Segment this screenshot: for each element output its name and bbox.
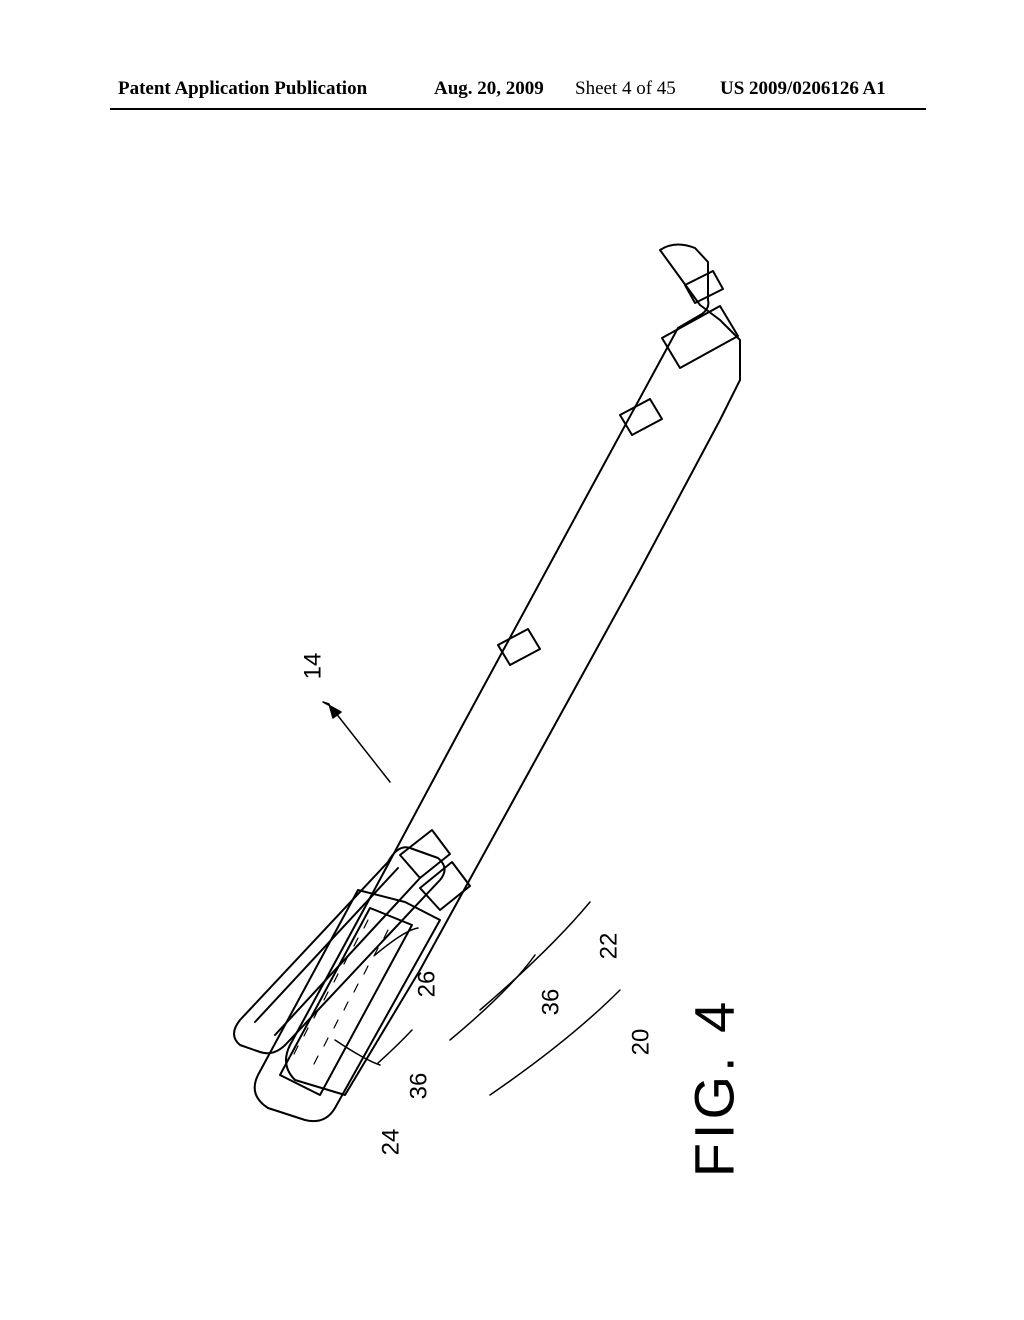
header-rule <box>110 108 926 110</box>
callout-20: 20 <box>627 1029 655 1056</box>
figure-label: FIG. 4 <box>683 998 746 1178</box>
patent-header: Patent Application Publication Aug. 20, … <box>0 78 1024 108</box>
figure-4: 14 24 26 22 20 36 36 FIG. 4 <box>0 130 1024 1290</box>
publication-label: Patent Application Publication <box>118 78 367 100</box>
callout-36-b: 36 <box>405 1073 433 1100</box>
callout-24: 24 <box>377 1129 405 1156</box>
callout-14: 14 <box>299 653 327 680</box>
publication-date: Aug. 20, 2009 <box>434 78 544 100</box>
figure-svg <box>120 190 880 1210</box>
publication-number: US 2009/0206126 A1 <box>720 78 886 100</box>
callout-22: 22 <box>595 933 623 960</box>
callout-36-a: 36 <box>537 989 565 1016</box>
sheet-number: Sheet 4 of 45 <box>575 78 676 100</box>
callout-26: 26 <box>413 971 441 998</box>
figure-label-wrap: FIG. 4 <box>682 998 747 1178</box>
